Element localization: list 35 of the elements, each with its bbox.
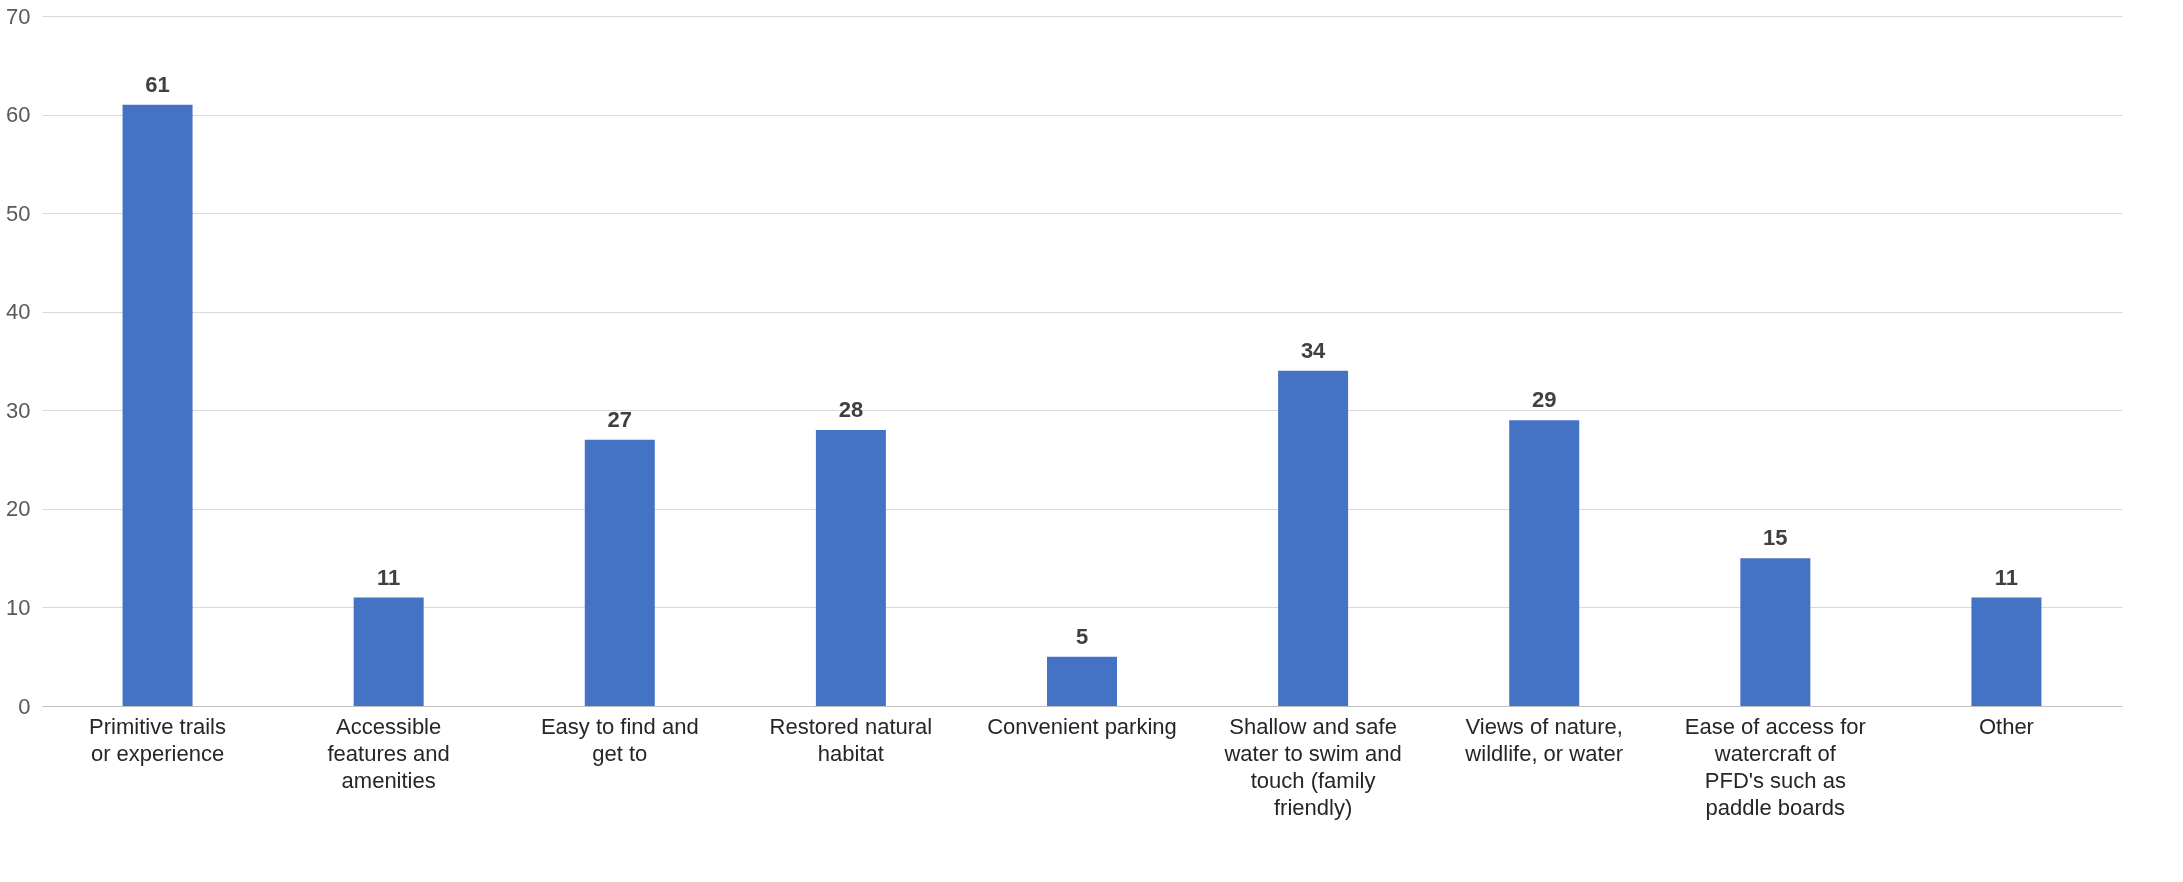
data-label: 61 — [145, 71, 170, 97]
bar — [815, 430, 886, 706]
y-tick-label: 70 — [6, 3, 31, 29]
y-tick-label: 60 — [6, 102, 31, 128]
x-tick-label: Restored natural habitat — [769, 713, 933, 766]
x-tick-label: Ease of access for watercraft of PFD's such as paddle boards — [1684, 713, 1866, 820]
bar — [1740, 558, 1811, 706]
y-tick-label: 10 — [6, 594, 31, 620]
y-tick-label: 40 — [6, 299, 31, 325]
bar — [353, 597, 424, 706]
bar — [1509, 420, 1580, 706]
y-tick-label: 50 — [6, 200, 31, 226]
data-label: 28 — [838, 397, 864, 422]
bar — [1047, 656, 1117, 706]
x-tick-label: Shallow and safe water to swim and touch (family friendly) — [1223, 713, 1402, 820]
data-label: 29 — [1531, 387, 1557, 413]
y-tick-label: 30 — [6, 397, 31, 423]
bar — [1278, 370, 1349, 706]
data-label: 11 — [377, 564, 401, 590]
data-label: 15 — [1763, 525, 1788, 551]
data-label: 5 — [1075, 623, 1089, 649]
bar — [584, 439, 655, 706]
data-label: 34 — [1300, 337, 1327, 363]
y-tick-label: 0 — [18, 693, 31, 719]
bar — [1971, 597, 2042, 706]
x-tick-label: Primitive trails or experience — [89, 713, 227, 766]
x-tick-label: Easy to find and get to — [540, 713, 699, 766]
y-tick-label: 20 — [6, 496, 31, 522]
x-tick-label: Convenient parking — [987, 713, 1177, 739]
x-tick-label: Accessible features and amenities — [327, 713, 450, 793]
data-label: 11 — [1994, 564, 2019, 590]
x-tick-label: Views of nature, wildlife, or water — [1464, 713, 1624, 766]
data-label: 27 — [607, 406, 633, 432]
x-tick-label: Other — [1978, 713, 2034, 739]
bar — [122, 104, 193, 706]
